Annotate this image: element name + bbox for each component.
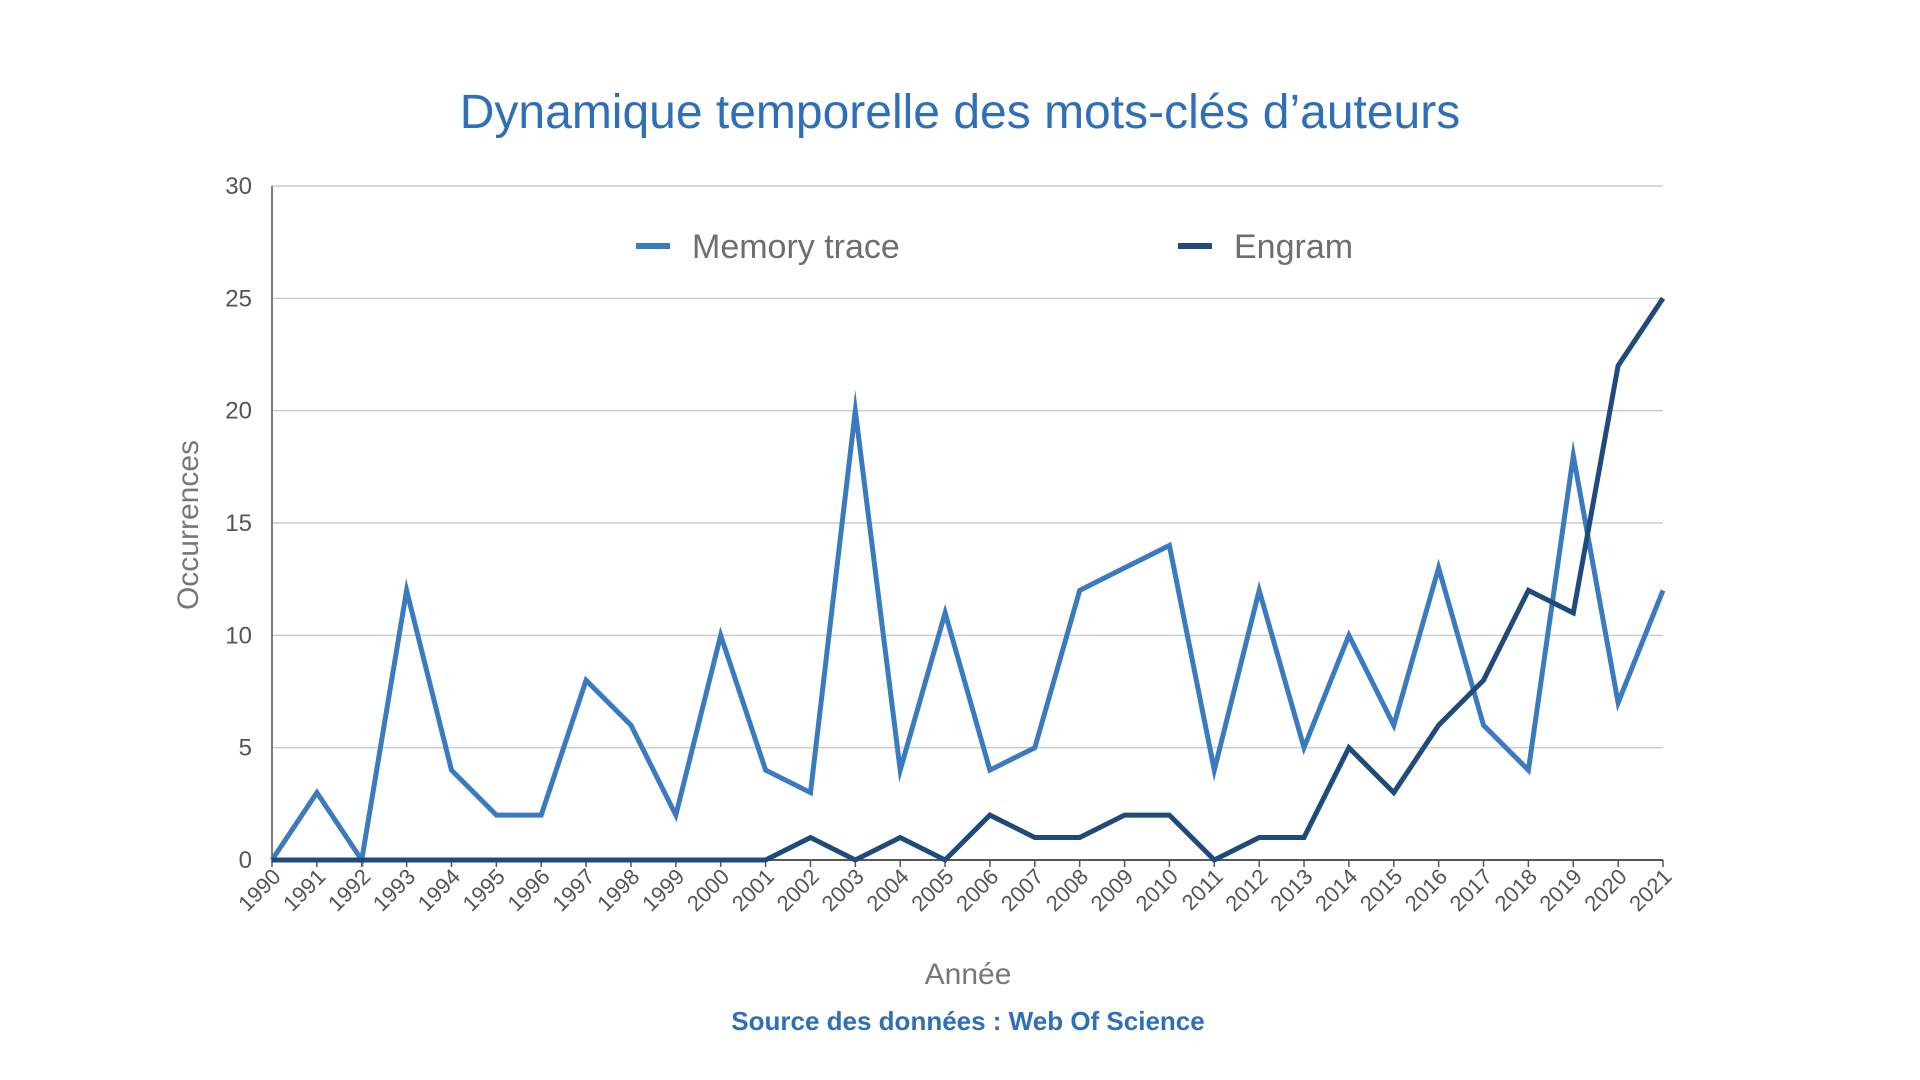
y-tick-label-15: 15 <box>225 510 252 537</box>
y-tick-label-30: 30 <box>225 173 252 200</box>
x-tick-label-2000: 2000 <box>682 864 734 916</box>
x-tick-label-1991: 1991 <box>278 864 330 916</box>
x-tick-label-2008: 2008 <box>1041 864 1093 916</box>
x-tick-label-1998: 1998 <box>592 864 644 916</box>
y-tick-label-20: 20 <box>225 398 252 425</box>
legend-label-memory-trace: Memory trace <box>692 228 900 266</box>
x-tick-label-1994: 1994 <box>413 864 465 916</box>
x-tick-label-2014: 2014 <box>1310 864 1362 916</box>
x-tick-label-2002: 2002 <box>772 864 824 916</box>
x-tick-label-2006: 2006 <box>951 864 1003 916</box>
y-tick-label-5: 5 <box>239 735 252 762</box>
x-tick-label-2007: 2007 <box>996 864 1048 916</box>
x-tick-label-2005: 2005 <box>906 864 958 916</box>
x-tick-label-2004: 2004 <box>861 864 913 916</box>
x-tick-label-1996: 1996 <box>502 864 554 916</box>
y-tick-label-0: 0 <box>239 847 252 874</box>
x-tick-label-2013: 2013 <box>1265 864 1317 916</box>
x-tick-label-2019: 2019 <box>1535 864 1587 916</box>
x-tick-label-2010: 2010 <box>1131 864 1183 916</box>
x-tick-label-1992: 1992 <box>323 864 375 916</box>
x-tick-label-2001: 2001 <box>727 864 779 916</box>
x-tick-label-1999: 1999 <box>637 864 689 916</box>
x-tick-label-2020: 2020 <box>1579 864 1631 916</box>
x-tick-label-1995: 1995 <box>458 864 510 916</box>
x-axis-title: Année <box>925 958 1012 991</box>
x-tick-label-2009: 2009 <box>1086 864 1138 916</box>
x-tick-label-2011: 2011 <box>1177 864 1228 915</box>
x-tick-label-2015: 2015 <box>1355 864 1407 916</box>
y-tick-label-25: 25 <box>225 285 252 312</box>
y-tick-labels: 0 5 10 15 20 25 30 <box>225 173 252 874</box>
series-line-engram <box>272 296 1666 864</box>
series-lines <box>269 296 1666 867</box>
x-tick-label-2016: 2016 <box>1400 864 1452 916</box>
gridlines <box>272 185 1663 749</box>
series-line-memory-trace <box>269 389 1666 867</box>
legend: Memory trace Engram <box>636 228 1353 266</box>
x-tick-label-2012: 2012 <box>1220 864 1272 916</box>
source-note: Source des données : Web Of Science <box>731 1006 1204 1036</box>
x-tick-labels: 1990199119921993199419951996199719981999… <box>233 860 1677 916</box>
y-axis-title: Occurrences <box>172 440 205 610</box>
x-tick-label-2017: 2017 <box>1445 864 1497 916</box>
x-tick-label-2018: 2018 <box>1490 864 1542 916</box>
x-tick-label-2003: 2003 <box>817 864 869 916</box>
x-tick-label-1997: 1997 <box>547 864 599 916</box>
x-tick-label-2021: 2021 <box>1624 864 1676 916</box>
x-tick-label-1993: 1993 <box>368 864 420 916</box>
chart-title: Dynamique temporelle des mots-clés d’aut… <box>460 86 1460 139</box>
legend-label-engram: Engram <box>1234 228 1353 266</box>
y-tick-label-10: 10 <box>225 622 252 649</box>
